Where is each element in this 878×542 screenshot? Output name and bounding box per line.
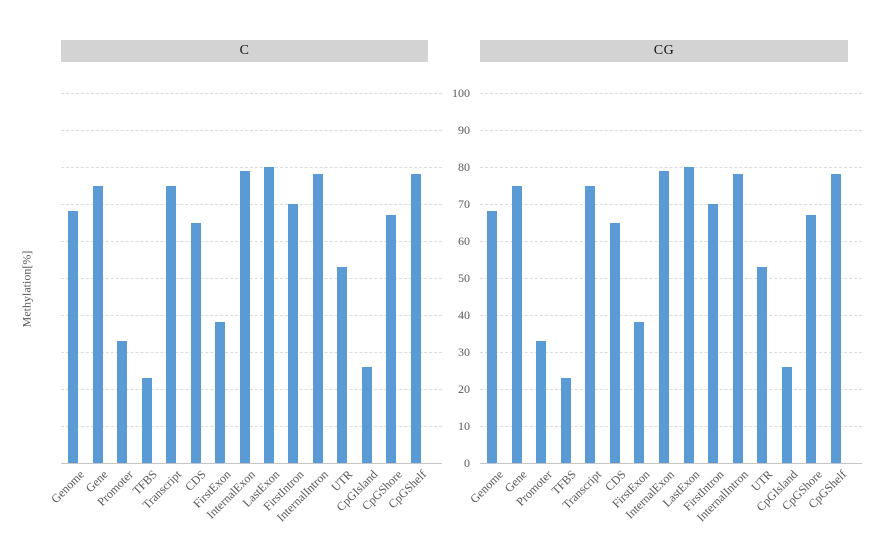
y-tick-label-30: 30	[458, 345, 470, 359]
bar-c-cds	[190, 222, 201, 463]
bar-cg-transcript	[585, 185, 596, 463]
bar-cg-cds	[609, 222, 620, 463]
bar-cg-cpgshelf	[830, 174, 841, 463]
x-tick-label-cg-genome: Genome	[466, 467, 506, 506]
y-tick-label-90: 90	[458, 123, 470, 137]
bar-c-cpgshore	[386, 215, 397, 463]
gridline-cg-40	[480, 315, 862, 316]
gridline-cg-60	[480, 241, 862, 242]
x-axis-line-cg	[480, 463, 862, 464]
panel-header-c: C	[61, 40, 428, 62]
y-tick-label-80: 80	[458, 160, 470, 174]
gridline-c-40	[61, 315, 442, 316]
bar-cg-utr	[757, 266, 768, 463]
panel-header-cg: CG	[480, 40, 848, 62]
x-tick-label-c-genome: Genome	[47, 467, 87, 506]
y-tick-label-40: 40	[458, 308, 470, 322]
y-axis-title: Methylation[%]	[19, 250, 34, 328]
bar-cg-promoter	[536, 340, 547, 463]
bar-cg-firstexon	[634, 322, 645, 463]
bar-cg-cpgshore	[806, 215, 817, 463]
bar-c-transcript	[166, 185, 177, 463]
bar-cg-firstintron	[708, 204, 719, 463]
gridline-cg-30	[480, 352, 862, 353]
y-tick-label-10: 10	[458, 419, 470, 433]
gridline-c-10	[61, 426, 442, 427]
bar-c-genome	[68, 211, 79, 463]
panel-title-cg: CG	[653, 43, 675, 58]
bar-c-lastexon	[263, 167, 274, 463]
bar-c-internalexon	[239, 170, 250, 463]
bar-c-gene	[92, 185, 103, 463]
bar-c-firstexon	[215, 322, 226, 463]
gridline-c-80	[61, 167, 442, 168]
bar-c-internalintron	[312, 174, 323, 463]
y-tick-label-60: 60	[458, 234, 470, 248]
y-tick-label-0: 0	[464, 456, 470, 470]
bar-c-firstintron	[288, 204, 299, 463]
bar-c-cpgisland	[361, 366, 372, 463]
gridline-c-50	[61, 278, 442, 279]
y-tick-label-70: 70	[458, 197, 470, 211]
x-axis-line-c	[61, 463, 442, 464]
panel-title-c: C	[239, 43, 250, 58]
bar-c-promoter	[117, 340, 128, 463]
gridline-cg-90	[480, 130, 862, 131]
bar-cg-gene	[511, 185, 522, 463]
gridline-c-100	[61, 93, 442, 94]
gridline-c-30	[61, 352, 442, 353]
bar-cg-internalexon	[659, 170, 669, 463]
gridline-c-90	[61, 130, 442, 131]
gridline-c-20	[61, 389, 442, 390]
y-tick-label-50: 50	[458, 271, 470, 285]
bar-c-utr	[337, 266, 348, 463]
gridline-c-70	[61, 204, 442, 205]
bar-cg-tfbs	[560, 377, 571, 463]
bar-c-tfbs	[141, 377, 152, 463]
gridline-cg-70	[480, 204, 862, 205]
gridline-cg-80	[480, 167, 862, 168]
bar-cg-lastexon	[683, 167, 694, 463]
y-tick-label-20: 20	[458, 382, 470, 396]
gridline-cg-50	[480, 278, 862, 279]
gridline-cg-20	[480, 389, 862, 390]
gridline-cg-10	[480, 426, 862, 427]
bar-cg-cpgisland	[781, 366, 792, 463]
gridline-c-60	[61, 241, 442, 242]
y-tick-label-100: 100	[452, 86, 470, 100]
bar-cg-genome	[487, 211, 498, 463]
bar-c-cpgshelf	[410, 174, 421, 463]
gridline-cg-100	[480, 93, 862, 94]
bar-cg-internalintron	[732, 174, 743, 463]
